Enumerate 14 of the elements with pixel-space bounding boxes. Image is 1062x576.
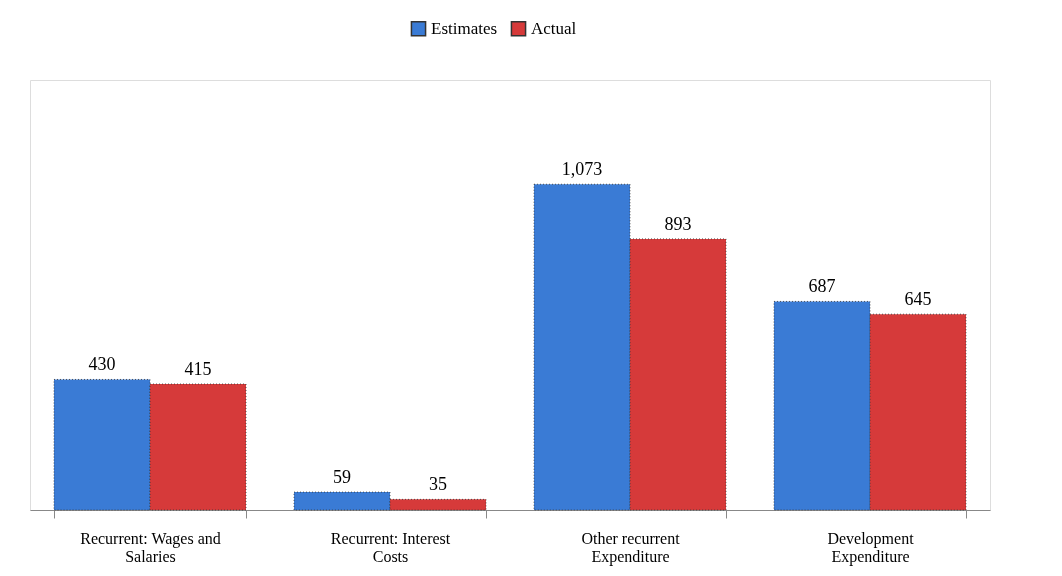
x-tick-label: Recurrent: Interest Costs	[330, 529, 451, 565]
data-label: 645	[904, 289, 932, 310]
data-label: 430	[88, 354, 116, 375]
x-tick-label: Recurrent: Wages and Salaries	[80, 529, 221, 565]
data-label: 687	[808, 276, 836, 297]
data-label: 893	[664, 213, 692, 234]
x-tick-label: Development Expenditure	[827, 529, 915, 566]
data-label: 415	[184, 359, 212, 380]
legend-label: Actual	[531, 18, 577, 38]
data-label: 35	[429, 474, 447, 495]
x-tick-label: Other recurrent Expenditure	[581, 529, 681, 566]
legend-label: Estimates	[431, 18, 498, 38]
data-label: 1,073	[561, 159, 603, 180]
data-label: 59	[333, 467, 351, 488]
